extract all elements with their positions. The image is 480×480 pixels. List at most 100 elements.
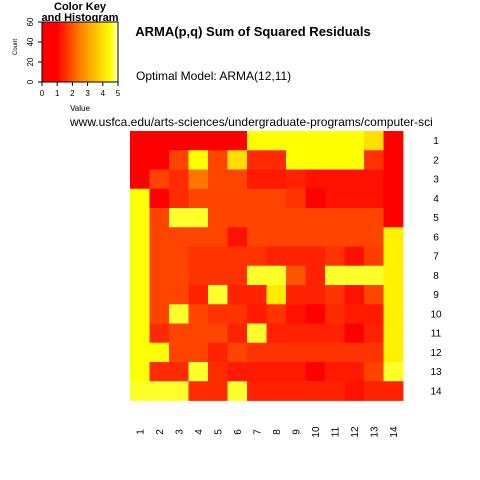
heatmap-cell <box>227 150 248 170</box>
heatmap-cell <box>266 304 287 324</box>
heatmap-cell <box>383 381 404 401</box>
heatmap-cell <box>286 381 306 401</box>
color-key-swatch <box>44 22 47 82</box>
heatmap-cell <box>325 208 345 228</box>
heatmap-cell <box>286 265 306 286</box>
heatmap-cell <box>149 150 170 170</box>
color-key: Color Key and Histogram 0 1 2 3 4 5 0 20 40 60 V… <box>13 1 121 113</box>
heatmap-cell <box>130 208 150 228</box>
color-key-title-line2: and Histogram <box>41 12 118 24</box>
heatmap-cell <box>247 285 267 305</box>
heatmap-cell <box>169 169 189 190</box>
heatmap-cell <box>208 169 228 190</box>
color-key-x-ticks: 0 1 2 3 4 5 <box>40 82 121 98</box>
heatmap-cell <box>383 265 404 286</box>
heatmap-cell <box>247 188 267 209</box>
row-label: 3 <box>433 175 439 186</box>
heatmap-cell <box>227 246 248 267</box>
color-key-swatch <box>62 22 65 82</box>
heatmap-cell <box>149 342 170 363</box>
color-key-x-tick: 0 <box>40 89 45 98</box>
heatmap-cell <box>383 169 404 190</box>
heatmap-cell <box>169 265 189 286</box>
heatmap-cell <box>286 362 306 382</box>
heatmap-cell <box>169 362 189 382</box>
heatmap-cell <box>208 227 228 247</box>
heatmap-cell <box>169 150 189 170</box>
heatmap-cell <box>227 227 248 247</box>
heatmap-cell <box>325 342 345 363</box>
row-label: 13 <box>430 367 442 378</box>
heatmap-cell <box>149 362 170 382</box>
heatmap-cell <box>227 285 248 305</box>
heatmap-cell <box>149 381 170 401</box>
heatmap-cell <box>188 188 209 209</box>
heatmap-cell <box>344 304 365 324</box>
heatmap-cell <box>208 304 228 324</box>
heatmap-cell <box>383 208 404 228</box>
color-key-swatch <box>68 22 71 82</box>
color-key-swatch <box>58 22 61 82</box>
heatmap-cell <box>344 131 365 151</box>
heatmap-cell <box>305 304 326 324</box>
heatmap-cell <box>188 246 209 267</box>
heatmap-cell <box>364 208 384 228</box>
color-key-swatch <box>74 22 77 82</box>
heatmap-cell <box>344 381 365 401</box>
heatmap-cell <box>227 169 248 190</box>
color-key-title-line1: Color Key <box>54 1 107 13</box>
heatmap-cell <box>305 227 326 247</box>
row-label: 1 <box>433 136 439 147</box>
column-label: 6 <box>233 429 244 435</box>
heatmap-cell <box>130 150 150 170</box>
heatmap-cell <box>169 381 189 401</box>
heatmap-cell <box>169 285 189 305</box>
heatmap-cell <box>266 150 287 170</box>
heatmap-cell <box>286 131 306 151</box>
color-key-x-tick: 2 <box>70 89 75 98</box>
heatmap-cell <box>266 208 287 228</box>
heatmap-cell <box>169 246 189 267</box>
heatmap-cell <box>383 304 404 324</box>
heatmap-cell <box>325 169 345 190</box>
heatmap-cell <box>344 169 365 190</box>
column-label: 12 <box>350 426 361 438</box>
row-label: 8 <box>433 271 439 282</box>
heatmap-cell <box>188 208 209 228</box>
heatmap-cell <box>325 150 345 170</box>
heatmap-cell <box>364 285 384 305</box>
color-key-y-label: Count <box>13 39 19 55</box>
heatmap-cell <box>247 304 267 324</box>
heatmap-cell <box>305 285 326 305</box>
heatmap-cell <box>227 265 248 286</box>
heatmap-cell <box>286 150 306 170</box>
heatmap-cell <box>266 285 287 305</box>
color-key-swatch <box>110 22 113 82</box>
heatmap-cell <box>130 265 150 286</box>
row-label: 9 <box>433 290 439 301</box>
heatmap-cell <box>364 323 384 344</box>
heatmap-cell <box>188 227 209 247</box>
heatmap-cell <box>169 323 189 344</box>
heatmap-cell <box>169 304 189 324</box>
heatmap-cell <box>286 323 306 344</box>
color-key-swatch <box>102 22 105 82</box>
heatmap-cell <box>247 381 267 401</box>
color-key-swatch <box>112 22 115 82</box>
heatmap-cell <box>130 342 150 363</box>
heatmap-cell <box>286 304 306 324</box>
heatmap-cell <box>305 131 326 151</box>
heatmap-cell <box>247 227 267 247</box>
row-label: 7 <box>433 252 439 263</box>
heatmap-cell <box>188 304 209 324</box>
color-key-swatch <box>98 22 101 82</box>
heatmap-cell <box>149 227 170 247</box>
heatmap-cell <box>344 188 365 209</box>
heatmap-cell <box>305 169 326 190</box>
heatmap-cell <box>364 169 384 190</box>
heatmap-cell <box>325 285 345 305</box>
heatmap-cell <box>344 246 365 267</box>
heatmap-cell <box>266 381 287 401</box>
heatmap-cell <box>227 323 248 344</box>
